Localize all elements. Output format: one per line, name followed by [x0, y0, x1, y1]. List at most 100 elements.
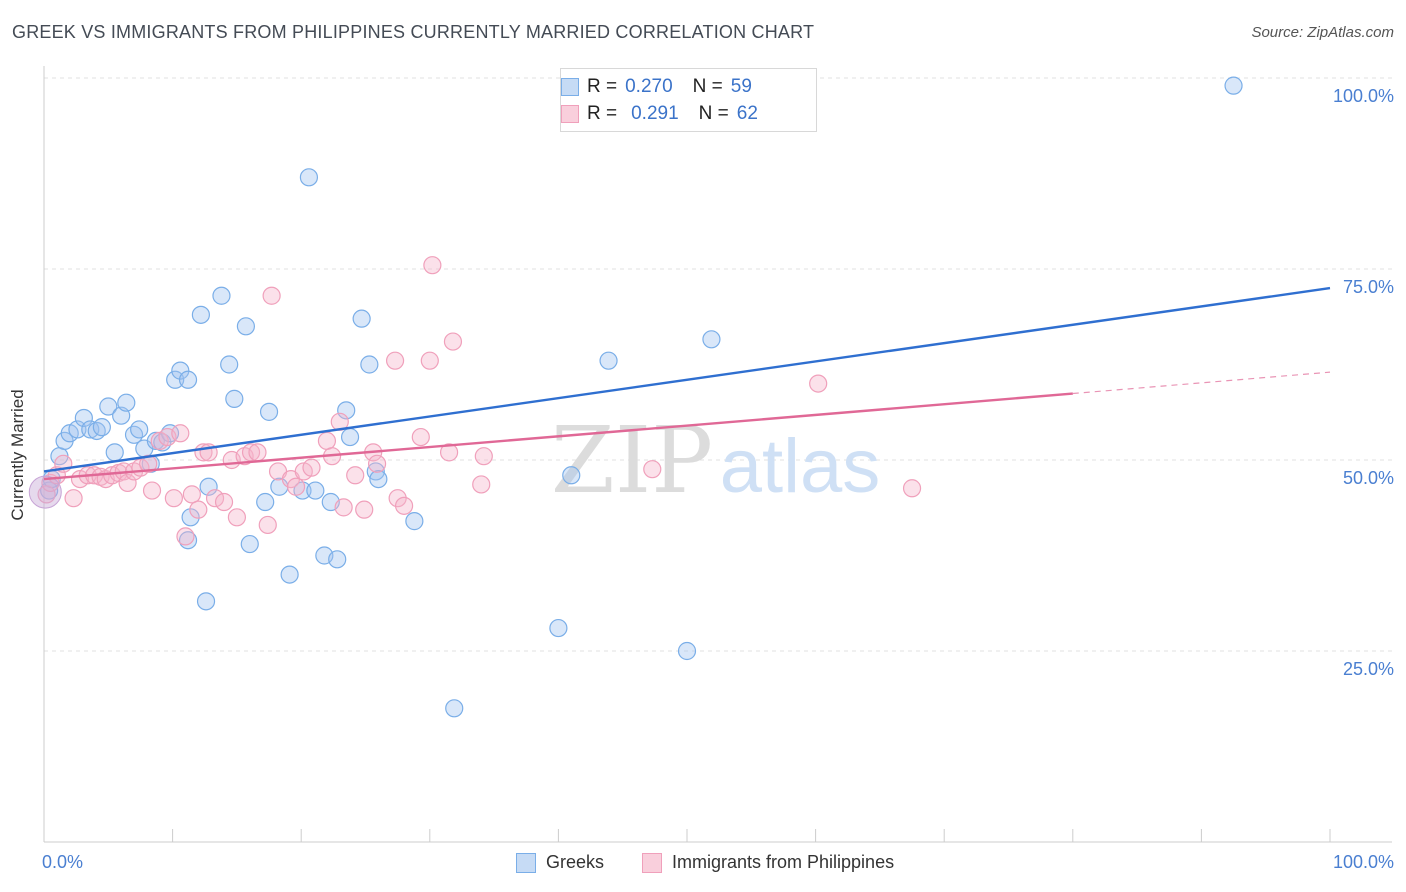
- point-cluster: [28, 475, 62, 509]
- trend-lines: [43, 286, 1331, 481]
- point-philippines: [472, 475, 491, 494]
- axes: [43, 66, 1392, 843]
- point-greeks: [256, 492, 275, 512]
- point-philippines: [248, 443, 267, 462]
- point-greeks: [117, 393, 136, 412]
- y-tick-label: 75.0%: [1342, 277, 1394, 297]
- point-greeks: [105, 443, 124, 462]
- point-philippines: [420, 351, 439, 370]
- correlation-stats-box: R = 0.270 N = 59 R = 0.291 N = 62: [560, 68, 817, 132]
- stats-row-philippines: R = 0.291 N = 62: [561, 101, 758, 127]
- point-philippines: [302, 458, 321, 477]
- point-philippines: [643, 460, 662, 479]
- point-greeks: [74, 408, 93, 428]
- point-greeks: [702, 330, 721, 349]
- point-greeks: [280, 565, 299, 584]
- point-philippines: [262, 286, 281, 305]
- point-greeks: [405, 512, 424, 531]
- point-philippines: [355, 500, 374, 519]
- point-philippines: [439, 443, 459, 462]
- point-greeks: [212, 286, 231, 305]
- point-philippines: [411, 427, 430, 447]
- point-greeks: [549, 618, 568, 638]
- point-greeks: [236, 317, 256, 336]
- point-philippines: [317, 431, 337, 450]
- stats-n-value: 62: [736, 103, 758, 124]
- stats-r-label: R =: [587, 76, 618, 97]
- point-greeks: [599, 351, 618, 370]
- point-philippines: [367, 454, 387, 473]
- point-philippines: [139, 454, 158, 473]
- point-greeks: [68, 420, 87, 439]
- point-philippines: [205, 489, 225, 508]
- point-philippines: [164, 489, 183, 508]
- point-greeks: [81, 420, 100, 439]
- stats-r-value: 0.270: [625, 76, 673, 97]
- point-philippines: [142, 481, 162, 500]
- chart-source: Source: ZipAtlas.com: [1251, 24, 1394, 41]
- point-greeks: [220, 355, 239, 374]
- stats-n-label: N =: [692, 76, 723, 97]
- point-philippines: [64, 489, 83, 508]
- point-greeks: [369, 470, 388, 489]
- trend-line-philippines: [43, 392, 1073, 481]
- stats-n-value: 59: [730, 76, 752, 97]
- watermark-zip: ZIP: [551, 407, 713, 514]
- stats-swatch-greeks: [561, 78, 579, 96]
- point-greeks: [196, 592, 216, 611]
- legend-swatch-philippines: [642, 852, 662, 873]
- point-greeks: [562, 466, 581, 485]
- legend-item-philippines[interactable]: Immigrants from Philippines: [642, 852, 894, 873]
- point-philippines: [809, 374, 828, 393]
- point-greeks: [306, 481, 325, 500]
- point-philippines: [394, 496, 414, 515]
- point-philippines: [118, 473, 137, 493]
- point-greeks: [191, 305, 210, 324]
- stats-n-label: N =: [698, 103, 729, 124]
- chart-legend: Greeks Immigrants from Philippines: [0, 852, 1406, 878]
- point-philippines: [258, 515, 277, 535]
- point-philippines: [37, 485, 56, 504]
- point-philippines: [171, 424, 190, 443]
- x-tick-label-max: 100.0%: [1332, 852, 1394, 872]
- point-greeks: [328, 550, 347, 569]
- point-greeks: [166, 370, 185, 389]
- point-philippines: [182, 485, 201, 504]
- point-philippines: [176, 527, 195, 546]
- point-greeks: [225, 389, 244, 408]
- point-philippines: [286, 477, 306, 496]
- chart-title: GREEK VS IMMIGRANTS FROM PHILIPPINES CUR…: [12, 22, 815, 42]
- point-greeks: [124, 425, 144, 444]
- point-philippines: [385, 351, 405, 370]
- watermark: ZIP atlas: [551, 407, 880, 514]
- point-greeks: [259, 402, 279, 421]
- point-greeks: [445, 699, 464, 718]
- point-greeks: [340, 427, 360, 447]
- stats-r-value: 0.291: [631, 103, 679, 124]
- point-philippines: [227, 508, 246, 527]
- legend-swatch-greeks: [516, 852, 536, 873]
- point-greeks: [171, 361, 190, 380]
- legend-item-greeks[interactable]: Greeks: [516, 852, 604, 873]
- point-greeks: [337, 401, 356, 420]
- point-greeks: [178, 370, 198, 389]
- point-philippines: [443, 332, 463, 351]
- x-tick-label-min: 0.0%: [42, 852, 84, 872]
- y-tick-label: 25.0%: [1342, 659, 1394, 679]
- point-greeks: [130, 420, 149, 439]
- point-greeks: [299, 168, 319, 187]
- gridlines: [44, 77, 1392, 652]
- y-tick-label: 100.0%: [1332, 86, 1394, 106]
- stats-r-label: R =: [587, 103, 618, 124]
- y-tick-label: 50.0%: [1342, 468, 1394, 488]
- point-greeks: [240, 534, 259, 554]
- point-philippines: [902, 479, 922, 498]
- watermark-atlas: atlas: [720, 424, 881, 509]
- point-philippines: [346, 466, 365, 485]
- point-philippines: [474, 447, 493, 466]
- data-points: [28, 68, 1243, 718]
- point-greeks: [360, 355, 379, 374]
- trend-line-greeks: [43, 286, 1331, 473]
- legend-label-philippines: Immigrants from Philippines: [672, 852, 895, 872]
